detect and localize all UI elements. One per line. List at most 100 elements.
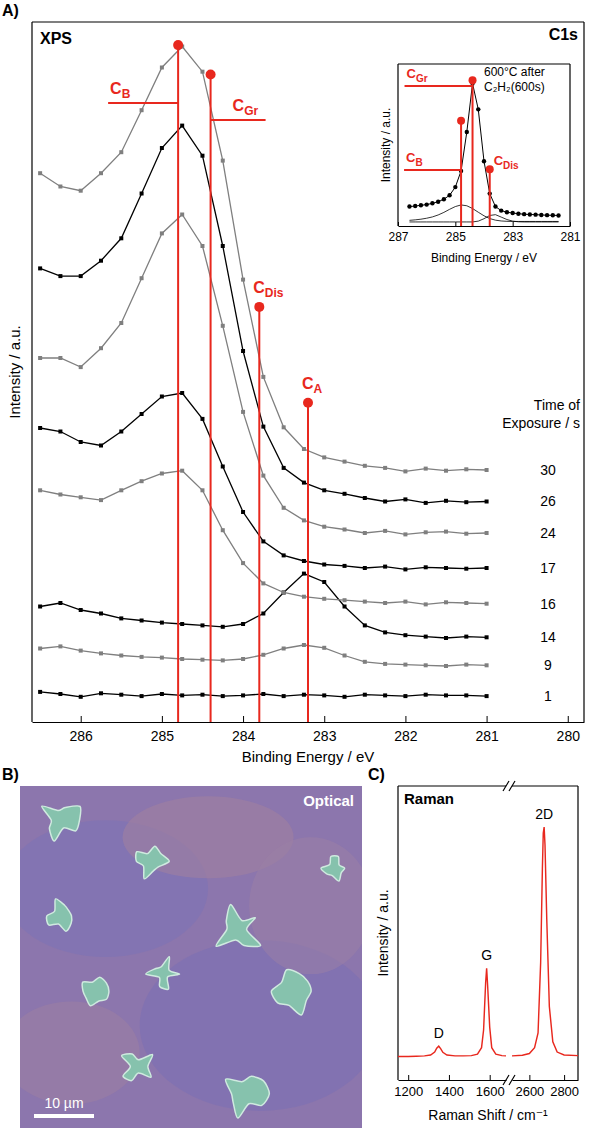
annotation-line (472, 80, 474, 226)
flake (42, 806, 81, 841)
data-point (322, 525, 326, 529)
frame-left (397, 786, 398, 1080)
data-point (383, 565, 387, 569)
data-point (99, 651, 103, 655)
x-tick-mark (529, 1075, 530, 1080)
frame-left (397, 64, 398, 226)
axis-break (509, 781, 515, 791)
x-tick-label: 285 (446, 230, 466, 244)
data-point (200, 488, 204, 492)
data-point (261, 653, 265, 657)
data-point (343, 528, 347, 532)
image-patch (249, 837, 362, 974)
data-point (261, 375, 265, 379)
x-tick-label: 1600 (476, 1084, 505, 1099)
x-axis: 120014001600 (394, 1075, 506, 1099)
x-tick-mark (243, 716, 244, 722)
data-point (485, 531, 489, 535)
x-tick-label: 284 (232, 728, 256, 744)
x-tick-label: 281 (560, 230, 580, 244)
annotation-main: C (302, 375, 314, 392)
data-point (383, 466, 387, 470)
data-point (444, 469, 448, 473)
y-axis-title: Intensity / a.u. (379, 108, 393, 183)
x-tick-label: 281 (475, 728, 499, 744)
data-point (424, 565, 428, 569)
text-line: Time of (534, 397, 580, 413)
chart-panel: 28628528428328228128019141617242630CBCGr… (2, 2, 585, 765)
data-point (180, 657, 184, 661)
data-point (465, 130, 469, 134)
annotation-line (307, 403, 309, 722)
data-point (241, 693, 245, 697)
series-line (398, 968, 506, 1056)
data-point (343, 564, 347, 568)
scale-bar (34, 1114, 94, 1118)
x-tick: 2600 (515, 1075, 544, 1099)
data-point (140, 276, 144, 280)
data-point (363, 660, 367, 664)
data-point (282, 466, 286, 470)
x-tick-mark (81, 716, 82, 722)
data-point (302, 559, 306, 563)
data-point (363, 496, 367, 500)
annotation-label: CB (110, 80, 131, 101)
x-tick-mark (490, 1075, 491, 1080)
data-point (282, 506, 286, 510)
data-point (241, 349, 245, 353)
data-point (241, 622, 245, 626)
plot-frame (32, 22, 584, 722)
data-point (119, 430, 123, 434)
x-tick-label: 2800 (550, 1084, 579, 1099)
data-point (453, 185, 457, 189)
data-point (58, 274, 62, 278)
data-point (79, 495, 83, 499)
data-point (58, 644, 62, 648)
data-point (403, 469, 407, 473)
data-point (79, 695, 83, 699)
annotation-dot (486, 165, 494, 173)
data-point (322, 693, 326, 697)
data-point (444, 600, 448, 604)
data-point (436, 200, 440, 204)
data-point (200, 623, 204, 627)
data-point (419, 203, 423, 207)
x-axis-line (399, 1080, 507, 1081)
plot-frame (398, 781, 578, 1085)
x-axis-title: Binding Energy / eV (242, 748, 375, 765)
flake (225, 1076, 269, 1118)
series-line (512, 827, 578, 1056)
peak-label: D (434, 1025, 444, 1041)
data-point (444, 693, 448, 697)
data-point (363, 566, 367, 570)
data-point (221, 528, 225, 532)
data-point (302, 572, 306, 576)
data-point (221, 625, 225, 629)
data-point (221, 159, 225, 163)
data-point (38, 171, 42, 175)
data-point (505, 210, 509, 214)
x-axis-title: Binding Energy / eV (431, 251, 537, 265)
data-point (444, 499, 448, 503)
data-point (464, 567, 468, 571)
data-point (499, 208, 503, 212)
data-point (403, 567, 407, 571)
data-point (302, 518, 306, 522)
x-axis-title: Raman Shift / cm⁻¹ (428, 1107, 548, 1123)
annotation-line (489, 169, 491, 226)
peak-label: G (481, 947, 492, 963)
x-tick-mark (398, 222, 399, 226)
x-axis: 2600 2800 (513, 1075, 580, 1099)
data-point (58, 692, 62, 696)
data-point (200, 244, 204, 248)
x-axis: 287285283281 (388, 222, 580, 244)
axis-break (503, 781, 509, 791)
data-point (79, 440, 83, 444)
data-point (261, 581, 265, 585)
data-point (221, 658, 225, 662)
x-tick-mark (570, 222, 571, 226)
annotation-label: CDis (253, 279, 284, 300)
data-point (119, 236, 123, 240)
data-point (180, 124, 184, 128)
annotation-main: C (253, 279, 265, 296)
